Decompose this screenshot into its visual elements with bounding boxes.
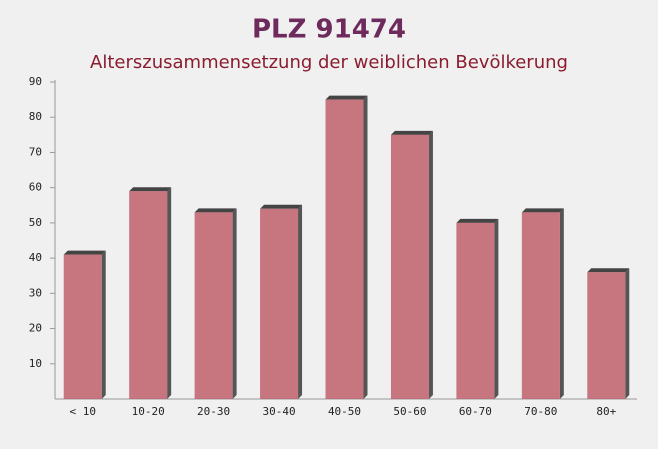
- bar-top: [587, 268, 630, 273]
- x-tick-label: 80+: [596, 405, 616, 418]
- bar: [63, 254, 102, 399]
- bar-top: [325, 95, 368, 100]
- bar-shadow: [559, 208, 564, 399]
- bar-shadow: [232, 208, 237, 399]
- bar: [587, 272, 626, 399]
- y-tick-label: 90: [29, 75, 42, 88]
- bar-shadow: [625, 268, 630, 399]
- bar-shadow: [363, 95, 368, 399]
- y-tick-label: 60: [29, 181, 42, 194]
- bar-top: [456, 218, 499, 223]
- bar-shadow: [298, 204, 303, 399]
- bar-top: [129, 187, 172, 192]
- y-tick-label: 70: [29, 145, 42, 158]
- x-tick-label: 20-30: [197, 405, 230, 418]
- chart-title: PLZ 91474: [252, 15, 406, 45]
- y-tick-label: 10: [29, 357, 42, 370]
- x-tick-label: < 10: [69, 405, 96, 418]
- y-tick-label: 40: [29, 251, 42, 264]
- bar-top: [521, 208, 564, 213]
- bar-top: [390, 130, 433, 135]
- x-tick-label: 50-60: [393, 405, 426, 418]
- x-tick-label: 70-80: [524, 405, 557, 418]
- bar-shadow: [167, 187, 172, 399]
- y-tick-label: 30: [29, 286, 42, 299]
- bar: [325, 99, 364, 399]
- bar-top: [194, 208, 237, 213]
- y-tick-label: 50: [29, 216, 42, 229]
- bar: [521, 212, 560, 399]
- bar-shadow: [428, 130, 433, 400]
- bar-shadow: [101, 250, 106, 399]
- y-tick-label: 80: [29, 110, 42, 123]
- x-tick-label: 40-50: [328, 405, 361, 418]
- x-tick-label: 60-70: [459, 405, 492, 418]
- bar: [194, 212, 233, 399]
- bar-top: [260, 204, 303, 209]
- x-tick-label: 10-20: [132, 405, 165, 418]
- y-tick-label: 20: [29, 322, 42, 335]
- bar: [260, 208, 299, 399]
- bar-top: [63, 250, 106, 255]
- bar: [456, 222, 495, 399]
- x-tick-label: 30-40: [262, 405, 295, 418]
- bar: [129, 191, 168, 399]
- bar-shadow: [494, 218, 499, 399]
- bar: [390, 134, 429, 400]
- chart-subtitle: Alterszusammensetzung der weiblichen Bev…: [90, 52, 568, 73]
